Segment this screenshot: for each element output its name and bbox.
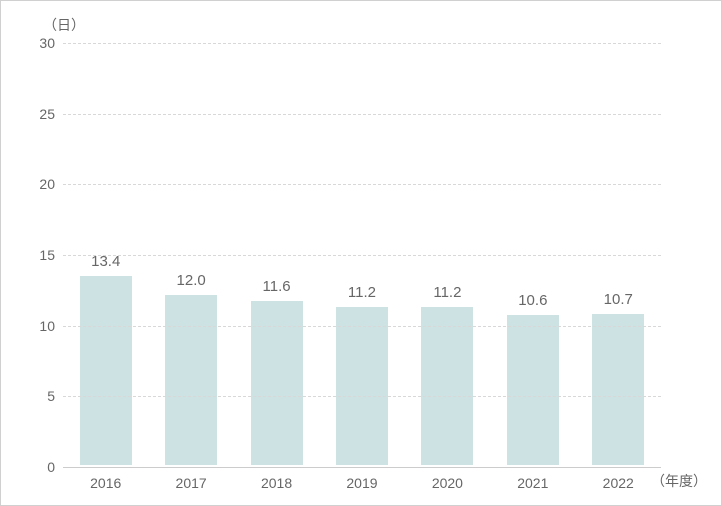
y-tick-label: 5 (47, 388, 55, 404)
bar-value-label: 11.2 (348, 284, 376, 301)
bar-slot: 11.22020 (405, 43, 490, 465)
grid-line (63, 184, 661, 185)
bar-rect (165, 295, 217, 465)
bar-value-label: 11.2 (433, 284, 461, 301)
bar-category-label: 2018 (261, 475, 292, 491)
bar-category-label: 2019 (346, 475, 377, 491)
y-axis-unit: （日） (43, 15, 85, 35)
bar-slot: 10.72022 (576, 43, 661, 465)
y-tick-label: 0 (47, 459, 55, 475)
grid-line (63, 396, 661, 397)
bar-slot: 10.62021 (490, 43, 575, 465)
plot-area: 13.4201612.0201711.6201811.2201911.22020… (63, 43, 661, 465)
bar-category-label: 2020 (432, 475, 463, 491)
bar-slot: 11.22019 (319, 43, 404, 465)
bar-slot: 13.42016 (63, 43, 148, 465)
bar-category-label: 2017 (176, 475, 207, 491)
y-tick-label: 10 (39, 318, 55, 334)
grid-line (63, 467, 661, 468)
bars-row: 13.4201612.0201711.6201811.2201911.22020… (63, 43, 661, 465)
bar-chart: （日） 13.4201612.0201711.6201811.2201911.2… (0, 0, 722, 506)
y-tick-label: 25 (39, 106, 55, 122)
grid-line (63, 255, 661, 256)
bar-slot: 12.02017 (148, 43, 233, 465)
y-tick-label: 20 (39, 176, 55, 192)
y-tick-label: 15 (39, 247, 55, 263)
bar-value-label: 10.6 (518, 292, 547, 309)
bar-rect (80, 276, 132, 465)
bar-slot: 11.62018 (234, 43, 319, 465)
grid-line (63, 43, 661, 44)
bar-value-label: 11.6 (263, 278, 291, 295)
bar-category-label: 2022 (603, 475, 634, 491)
x-axis-unit: （年度） (651, 471, 707, 491)
y-tick-label: 30 (39, 35, 55, 51)
grid-line (63, 114, 661, 115)
grid-line (63, 326, 661, 327)
bar-rect (592, 314, 644, 465)
bar-category-label: 2021 (517, 475, 548, 491)
bar-value-label: 12.0 (177, 272, 206, 289)
bar-rect (507, 315, 559, 465)
bar-value-label: 10.7 (604, 291, 633, 308)
bar-category-label: 2016 (90, 475, 121, 491)
bar-rect (421, 307, 473, 465)
bar-rect (336, 307, 388, 465)
